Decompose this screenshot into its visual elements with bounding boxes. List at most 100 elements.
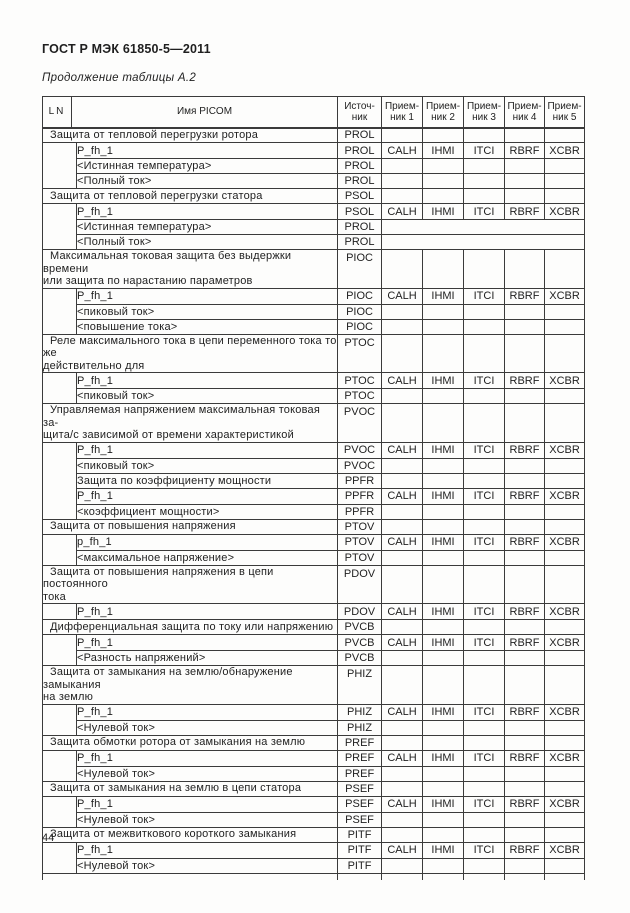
receiver-cell <box>504 719 546 736</box>
table-row: Максимальная токовая защита без выдержки… <box>41 249 586 289</box>
source-cell: PTOV <box>337 518 383 535</box>
receiver-cell <box>422 457 465 474</box>
receiver-cell <box>463 457 506 474</box>
receiver-cell: CALH <box>381 142 424 159</box>
column-header-receiver-2: Прием- ник 2 <box>422 96 465 129</box>
receiver-cell: RBRF <box>504 749 546 767</box>
table-row: <Полный ток> PROL <box>43 173 586 189</box>
receiver-cell <box>381 127 424 143</box>
receiver-cell <box>544 619 586 635</box>
receiver-cell <box>504 333 546 373</box>
picom-name-cell: <пиковый ток> <box>75 457 339 474</box>
receiver-cell <box>463 564 506 604</box>
receiver-cell: RBRF <box>504 841 546 859</box>
picom-name-cell: P_fh_1 <box>75 142 339 159</box>
source-cell: PIOC <box>337 303 383 320</box>
receiver-cell <box>504 472 546 489</box>
receiver-cell <box>422 333 465 373</box>
source-cell: PVOC <box>337 457 383 474</box>
receiver-cell: RBRF <box>504 287 546 305</box>
table-row: <коэффициент мощности> PPFR <box>43 503 586 520</box>
receiver-cell <box>381 403 424 443</box>
picom-table: LN Имя PICOM Источ- ник Прием- ник 1 При… <box>41 96 586 880</box>
receiver-cell: IHMI <box>422 287 465 305</box>
table-row: <пиковый ток> PVOC <box>43 457 586 474</box>
receiver-cell <box>463 857 506 874</box>
source-cell: PVCB <box>337 619 383 635</box>
ln-cell <box>42 142 77 189</box>
source-cell: PTOC <box>337 372 383 389</box>
table-row: P_fh_1 PDOV CALH IHMI ITCI RBRF XCBR <box>42 603 586 620</box>
receiver-cell <box>381 318 424 335</box>
column-header-receiver-1: Прием- ник 1 <box>381 96 424 129</box>
picom-table-container: LN Имя PICOM Источ- ник Прием- ник 1 При… <box>41 96 586 880</box>
picom-name-cell: P_fh_1 <box>75 603 339 620</box>
receiver-cell <box>504 619 546 635</box>
receiver-cell <box>381 857 424 874</box>
source-cell: PSEF <box>337 811 383 828</box>
receiver-cell <box>381 503 424 520</box>
source-cell: PVOC <box>337 403 383 443</box>
picom-group-cell: Защита от замыкания на землю/обнаружение… <box>41 665 339 705</box>
receiver-cell: IHMI <box>422 795 465 813</box>
column-header-receiver-3: Прием- ник 3 <box>463 96 506 129</box>
receiver-cell <box>463 158 506 174</box>
receiver-cell <box>422 518 465 535</box>
table-row: P_fh_1 PTOC CALH IHMI ITCI RBRF XCBR <box>42 372 586 404</box>
receiver-cell <box>422 734 465 751</box>
receiver-cell: XCBR <box>544 749 586 767</box>
receiver-cell <box>544 665 586 705</box>
stub-cell <box>41 873 338 880</box>
page-number: 44 <box>42 832 55 844</box>
receiver-cell <box>544 188 586 204</box>
receiver-cell <box>544 857 586 874</box>
source-cell: PDOV <box>337 603 383 620</box>
receiver-cell <box>544 472 586 489</box>
receiver-cell <box>381 158 424 174</box>
receiver-cell <box>381 780 424 797</box>
source-cell: PTOC <box>337 388 383 404</box>
receiver-cell: XCBR <box>544 287 586 305</box>
receiver-cell <box>544 734 586 751</box>
source-cell: PHIZ <box>337 719 383 736</box>
ln-cell <box>42 533 77 566</box>
receiver-cell: ITCI <box>463 372 506 389</box>
picom-name-cell: Защита по коэффициенту мощности <box>75 472 339 489</box>
ln-cell <box>42 749 77 782</box>
picom-group-cell: Защита от тепловой перегрузки ротора <box>41 127 339 143</box>
receiver-cell <box>544 403 586 443</box>
picom-name-cell: P_fh_1 <box>75 841 339 859</box>
ln-cell <box>42 372 77 404</box>
receiver-cell <box>504 549 546 566</box>
receiver-cell <box>463 173 506 189</box>
receiver-cell <box>463 318 506 335</box>
receiver-cell <box>422 188 465 204</box>
receiver-cell: XCBR <box>544 533 586 551</box>
receiver-cell: ITCI <box>463 841 506 859</box>
receiver-cell <box>381 188 424 204</box>
stub-cell <box>463 873 505 880</box>
receiver-cell: RBRF <box>504 441 546 459</box>
receiver-cell <box>463 650 506 666</box>
source-cell: PROL <box>337 234 383 250</box>
column-header-receiver-5: Прием- ник 5 <box>544 96 586 129</box>
table-row: <Нулевой ток> PHIZ <box>43 719 586 736</box>
table-row: Защита от повышения напряжения в цепи по… <box>41 564 586 604</box>
receiver-cell <box>381 734 424 751</box>
receiver-cell <box>422 765 465 782</box>
receiver-cell: RBRF <box>504 142 546 159</box>
source-cell: PHIZ <box>337 665 383 705</box>
picom-group-cell: Защита обмотки ротора от замыкания на зе… <box>41 734 339 751</box>
source-cell: PITF <box>337 841 383 859</box>
table-row: Защита по коэффициенту мощности PPFR <box>43 472 586 489</box>
source-cell: PSEF <box>337 780 383 797</box>
receiver-cell <box>504 403 546 443</box>
receiver-cell <box>463 518 506 535</box>
receiver-cell <box>463 333 506 373</box>
ln-cell <box>42 603 77 620</box>
table-row: <Истинная температура> PROL <box>43 158 586 174</box>
receiver-cell <box>504 765 546 782</box>
receiver-cell <box>504 457 546 474</box>
picom-name-cell: <повышение тока> <box>75 318 339 335</box>
receiver-cell: ITCI <box>463 634 506 651</box>
